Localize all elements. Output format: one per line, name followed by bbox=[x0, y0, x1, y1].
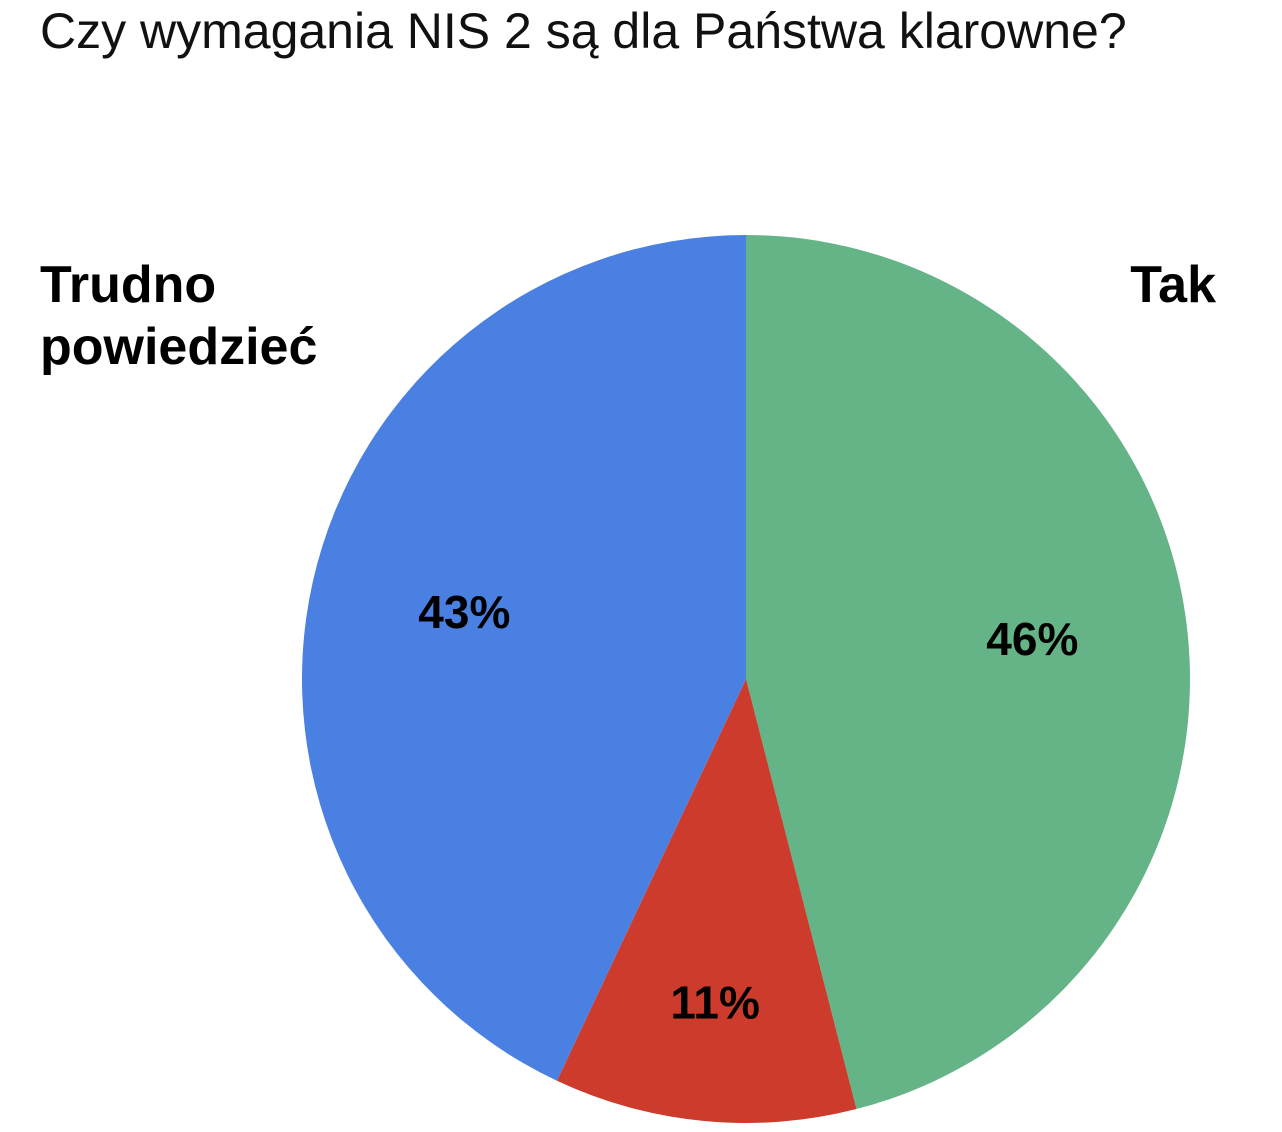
data-label: 46% bbox=[986, 613, 1078, 665]
pie-slice bbox=[556, 679, 857, 1123]
data-label: 43% bbox=[418, 586, 510, 638]
chart-title: Czy wymagania NIS 2 są dla Państwa klaro… bbox=[40, 3, 1127, 59]
category-label: Tak bbox=[1130, 256, 1216, 314]
category-label: Trudno powiedzieć bbox=[40, 256, 318, 376]
pie-slice bbox=[302, 235, 746, 1081]
data-label: 11% bbox=[670, 976, 760, 1028]
pie-slice bbox=[746, 235, 1190, 1110]
